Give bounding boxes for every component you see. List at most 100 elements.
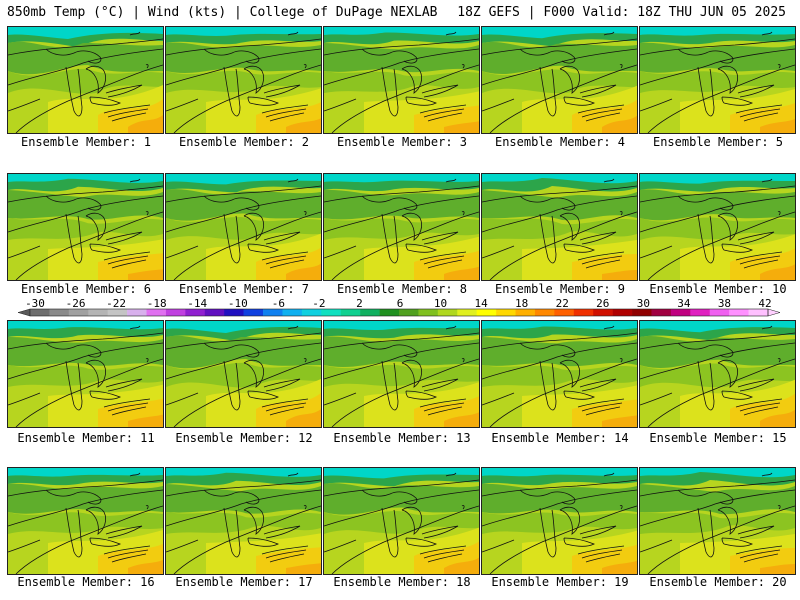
ensemble-member-label: Ensemble Member: 10 — [649, 282, 787, 296]
colorbar-segment — [301, 309, 322, 316]
colorbar-segment — [729, 309, 749, 316]
ensemble-member-label: Ensemble Member: 19 — [491, 575, 629, 589]
ensemble-member-label: Ensemble Member: 18 — [333, 575, 471, 589]
colorbar-segment — [127, 309, 147, 316]
ensemble-map-panel — [7, 173, 164, 281]
ensemble-member-label: Ensemble Member: 17 — [175, 575, 313, 589]
ensemble-map-panel — [639, 467, 796, 575]
ensemble-map-panel — [481, 467, 638, 575]
colorbar-segment — [204, 309, 225, 316]
colorbar-segment — [185, 309, 206, 316]
ensemble-map-panel — [7, 320, 164, 428]
colorbar-segment — [670, 309, 691, 316]
colorbar-tick-label: -22 — [106, 297, 127, 310]
colorbar-segment — [360, 309, 380, 316]
colorbar-tick-label: 6 — [396, 297, 404, 310]
ensemble-map-panel — [165, 26, 322, 134]
colorbar-tick-label: -10 — [227, 297, 248, 310]
ensemble-map-panel — [639, 320, 796, 428]
colorbar-segment — [30, 309, 50, 316]
ensemble-map-panel — [165, 320, 322, 428]
colorbar-tick-label: 18 — [515, 297, 529, 310]
colorbar-right-arrow — [767, 308, 781, 317]
colorbar-segment — [573, 309, 594, 316]
colorbar-tick-label: 34 — [677, 297, 691, 310]
header-valid-time: 18Z GEFS | F000 Valid: 18Z THU JUN 05 20… — [457, 5, 786, 20]
ensemble-member-label: Ensemble Member: 3 — [336, 135, 468, 149]
colorbar-segment — [418, 309, 439, 316]
colorbar-segment — [49, 309, 70, 316]
colorbar-segment — [282, 309, 303, 316]
ensemble-map-panel — [7, 467, 164, 575]
ensemble-member-label: Ensemble Member: 7 — [178, 282, 310, 296]
colorbar-tick-label: 14 — [474, 297, 488, 310]
colorbar-outline — [29, 308, 769, 317]
colorbar — [0, 296, 800, 320]
ensemble-map-panel — [639, 26, 796, 134]
colorbar-segment — [68, 309, 89, 316]
ensemble-member-label: Ensemble Member: 14 — [491, 431, 629, 445]
colorbar-segment — [107, 309, 128, 316]
colorbar-segment — [224, 309, 244, 316]
colorbar-segment — [690, 309, 711, 316]
colorbar-tick-label: 2 — [356, 297, 363, 310]
colorbar-tick-label: -30 — [25, 297, 45, 310]
colorbar-tick-label: 30 — [636, 297, 650, 310]
ensemble-member-label: Ensemble Member: 15 — [649, 431, 787, 445]
ensemble-map-panel — [481, 26, 638, 134]
colorbar-tick-label: -18 — [146, 297, 167, 310]
colorbar-tick-label: -14 — [187, 297, 208, 310]
ensemble-map-panel — [7, 26, 164, 134]
header-title: 850mb Temp (°C) | Wind (kts) | College o… — [7, 5, 438, 20]
colorbar-segment — [263, 309, 283, 316]
colorbar-tick-label: 10 — [433, 297, 448, 310]
colorbar-segment — [632, 309, 652, 316]
ensemble-member-label: Ensemble Member: 1 — [20, 135, 152, 149]
colorbar-segment — [515, 309, 536, 316]
colorbar-segment — [496, 309, 516, 316]
ensemble-map-panel — [639, 173, 796, 281]
colorbar-segment — [165, 309, 186, 316]
colorbar-segment — [709, 309, 730, 316]
colorbar-segment — [457, 309, 477, 316]
ensemble-member-label: Ensemble Member: 20 — [649, 575, 787, 589]
ensemble-map-panel — [165, 173, 322, 281]
ensemble-map-panel — [481, 173, 638, 281]
colorbar-segment — [651, 309, 672, 316]
ensemble-member-label: Ensemble Member: 12 — [175, 431, 313, 445]
colorbar-tick-label: -6 — [271, 297, 285, 310]
colorbar-left-arrow — [17, 308, 31, 317]
ensemble-member-label: Ensemble Member: 13 — [333, 431, 471, 445]
ensemble-map-panel — [481, 320, 638, 428]
colorbar-segment — [146, 309, 167, 316]
colorbar-segment — [437, 309, 458, 316]
colorbar-segment — [593, 309, 613, 316]
colorbar-tick-label: 22 — [555, 297, 569, 310]
ensemble-member-label: Ensemble Member: 2 — [178, 135, 310, 149]
colorbar-tick-label: -26 — [65, 297, 86, 310]
colorbar-segment — [340, 309, 361, 316]
colorbar-segment — [748, 309, 769, 316]
ensemble-map-panel — [323, 173, 480, 281]
ensemble-map-panel — [323, 26, 480, 134]
colorbar-tick-label: 38 — [717, 297, 732, 310]
ensemble-member-label: Ensemble Member: 4 — [494, 135, 626, 149]
ensemble-member-label: Ensemble Member: 16 — [17, 575, 155, 589]
ensemble-member-label: Ensemble Member: 6 — [20, 282, 152, 296]
ensemble-map-panel — [165, 467, 322, 575]
colorbar-tick-label: 42 — [758, 297, 772, 310]
colorbar-segment — [379, 309, 400, 316]
colorbar-segment — [88, 309, 108, 316]
colorbar-tick-label: 26 — [596, 297, 610, 310]
colorbar-segment — [476, 309, 497, 316]
ensemble-member-label: Ensemble Member: 8 — [336, 282, 468, 296]
colorbar-segment — [243, 309, 264, 316]
ensemble-member-label: Ensemble Member: 5 — [652, 135, 784, 149]
colorbar-segment — [612, 309, 633, 316]
ensemble-map-panel — [323, 320, 480, 428]
ensemble-member-label: Ensemble Member: 9 — [494, 282, 626, 296]
colorbar-segment — [534, 309, 555, 316]
colorbar-segment — [554, 309, 575, 316]
colorbar-segment — [321, 309, 342, 316]
colorbar-segment — [399, 309, 419, 316]
